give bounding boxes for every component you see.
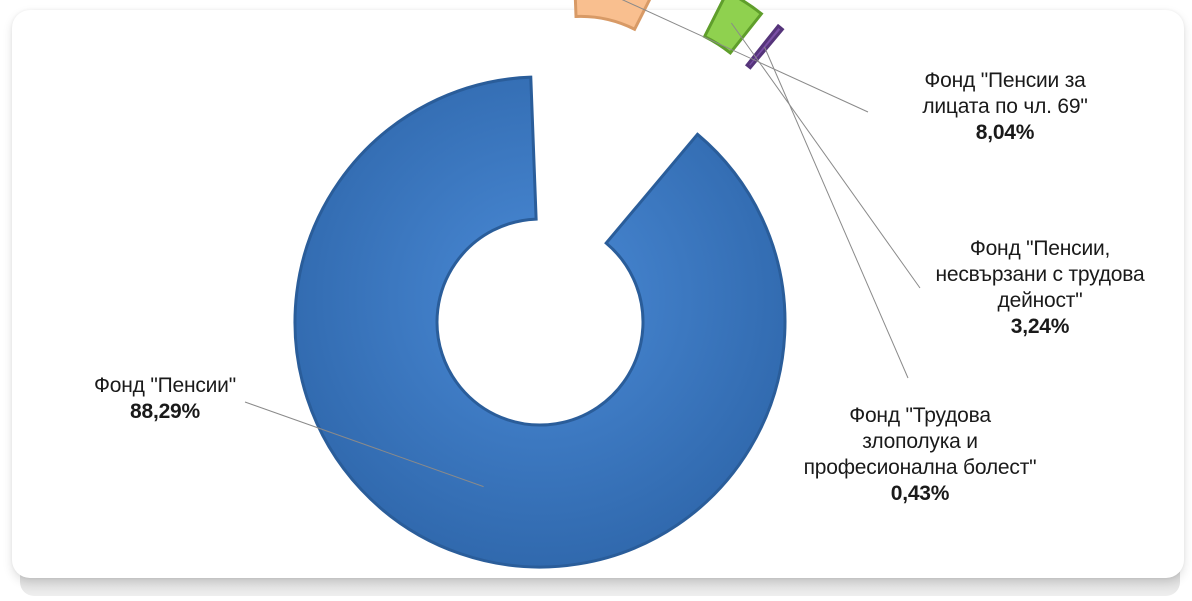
slice-nonlabor bbox=[702, 0, 764, 56]
slice-label-nonlabor-name: Фонд "Пенсии, несвързани с трудова дейно… bbox=[935, 237, 1145, 312]
leader-line-nonlabor bbox=[730, 22, 921, 289]
leader-line-pensions bbox=[244, 401, 484, 488]
slice-pensions bbox=[293, 75, 787, 569]
slice-label-art69: Фонд "Пенсии за лицата по чл. 69" 8,04% bbox=[890, 68, 1120, 146]
slice-accident bbox=[744, 23, 785, 70]
slice-label-accident-name: Фонд "Трудова злополука и професионална … bbox=[803, 404, 1037, 479]
slice-label-accident: Фонд "Трудова злополука и професионална … bbox=[780, 403, 1060, 507]
leader-line-art69 bbox=[621, 0, 869, 113]
leader-line-accident bbox=[764, 46, 909, 379]
slice-label-pensions-name: Фонд "Пенсии" bbox=[94, 374, 236, 397]
slice-label-nonlabor: Фонд "Пенсии, несвързани с трудова дейно… bbox=[925, 236, 1155, 340]
slice-label-nonlabor-value: 3,24% bbox=[1010, 315, 1070, 338]
slice-label-art69-name: Фонд "Пенсии за лицата по чл. 69" bbox=[922, 69, 1088, 118]
slice-label-pensions-value: 88,29% bbox=[129, 400, 201, 423]
slice-label-art69-value: 8,04% bbox=[975, 121, 1035, 144]
slice-art69 bbox=[573, 0, 652, 32]
slice-label-pensions: Фонд "Пенсии" 88,29% bbox=[60, 373, 270, 425]
slice-label-accident-value: 0,43% bbox=[890, 482, 950, 505]
